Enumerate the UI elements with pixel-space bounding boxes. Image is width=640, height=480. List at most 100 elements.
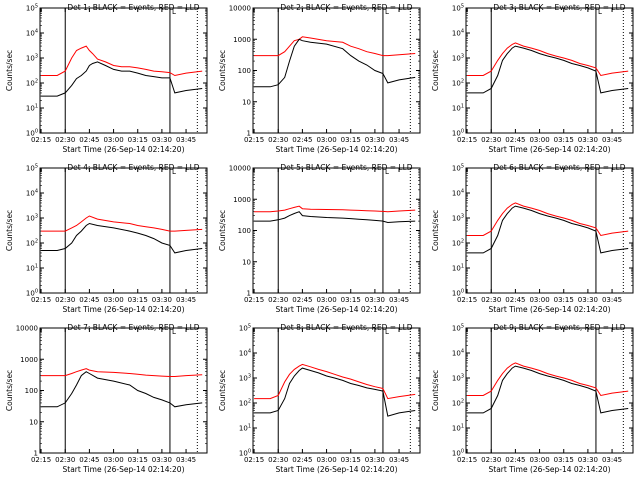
y-tick-label: 102 (26, 239, 38, 248)
chart-title: Det 6: BLACK = Events, RED = LLD (493, 163, 625, 172)
x-tick-label: 02:15 (457, 296, 477, 304)
y-axis-label: Counts/sec (5, 210, 14, 251)
x-tick-label: 03:30 (152, 296, 172, 304)
x-tick-label: 03:45 (602, 296, 622, 304)
corner-marker: L (172, 328, 176, 336)
x-tick-label: 03:00 (529, 136, 549, 144)
x-tick-label: 02:45 (505, 136, 525, 144)
series-lld-line (254, 363, 416, 400)
y-tick-label: 1 (34, 450, 38, 458)
x-tick-label: 02:45 (79, 456, 99, 464)
y-tick-label: 100 (452, 289, 464, 298)
series-lld-line (254, 36, 416, 57)
x-tick-label: 03:00 (529, 456, 549, 464)
series-lld-line (41, 215, 203, 232)
corner-marker: L (598, 8, 602, 16)
corner-marker: L (172, 168, 176, 176)
series-events-line (254, 38, 416, 88)
y-tick-label: 101 (26, 104, 38, 113)
x-axis-label: Start Time (26-Sep-14 02:14:20) (489, 305, 611, 314)
series-lld-line (467, 202, 629, 237)
y-tick-label: 100 (238, 227, 251, 235)
x-axis-label: Start Time (26-Sep-14 02:14:20) (276, 465, 398, 474)
y-tick-label: 10 (29, 418, 38, 426)
y-axis-label: Counts/sec (431, 370, 440, 411)
y-tick-label: 102 (452, 239, 464, 248)
x-tick-label: 03:45 (602, 136, 622, 144)
x-tick-label: 03:00 (316, 136, 336, 144)
detector-chart-8: 100 101 102 103 104 105 02:15 02:30 02:45 03:00 03… (218, 323, 421, 474)
y-tick-label: 101 (452, 264, 464, 273)
x-tick-label: 03:45 (389, 456, 409, 464)
y-tick-label: 1000 (233, 36, 251, 44)
plot-frame (465, 167, 634, 294)
y-tick-label: 103 (452, 374, 464, 383)
x-tick-label: 02:30 (268, 296, 288, 304)
corner-marker: L (172, 8, 176, 16)
x-tick-label: 03:15 (341, 456, 361, 464)
x-tick-label: 02:45 (292, 296, 312, 304)
series-events-line (254, 367, 416, 417)
x-axis-label: Start Time (26-Sep-14 02:14:20) (489, 465, 611, 474)
series-events-line (41, 371, 203, 408)
series-events-line (467, 365, 629, 414)
y-axis-label: Counts/sec (218, 210, 227, 251)
y-axis-label: Counts/sec (5, 50, 14, 91)
detector-chart-7: 1 10 100 1000 10000 02:15 02:30 02:45 03:00 03:15… (5, 323, 208, 474)
x-tick-label: 03:15 (554, 456, 574, 464)
x-tick-label: 03:30 (365, 296, 385, 304)
y-axis-label: Counts/sec (218, 50, 227, 91)
y-tick-label: 101 (452, 424, 464, 433)
x-tick-label: 03:00 (316, 296, 336, 304)
x-tick-label: 02:45 (505, 456, 525, 464)
x-tick-label: 03:00 (103, 456, 123, 464)
series-events-line (41, 222, 203, 254)
detector-chart-5: 1 10 100 1000 10000 02:15 02:30 02:45 03:00 03:15… (218, 163, 421, 314)
x-tick-label: 02:15 (31, 456, 51, 464)
series-events-line (467, 45, 629, 94)
x-tick-label: 02:15 (457, 136, 477, 144)
x-tick-label: 03:15 (128, 296, 148, 304)
y-axis-label: Counts/sec (218, 370, 227, 411)
y-tick-label: 102 (26, 79, 38, 88)
detector-chart-9: 100 101 102 103 104 105 02:15 02:30 02:45 03:00 03… (431, 323, 634, 474)
x-tick-label: 03:30 (152, 136, 172, 144)
chart-title: Det 8: BLACK = Events, RED = LLD (280, 323, 412, 332)
y-tick-label: 103 (26, 54, 38, 63)
y-tick-label: 102 (452, 79, 464, 88)
y-tick-label: 101 (452, 104, 464, 113)
y-tick-label: 10 (242, 258, 251, 266)
x-tick-label: 03:30 (152, 456, 172, 464)
x-tick-label: 02:30 (481, 456, 501, 464)
plot-frame (39, 7, 208, 134)
y-tick-label: 104 (452, 349, 464, 358)
x-tick-label: 03:45 (176, 456, 196, 464)
corner-marker: L (385, 8, 389, 16)
y-tick-label: 104 (452, 189, 464, 198)
x-tick-label: 03:15 (341, 136, 361, 144)
x-tick-label: 03:45 (176, 296, 196, 304)
x-tick-label: 02:45 (79, 136, 99, 144)
series-events-line (467, 205, 629, 254)
y-tick-label: 1000 (20, 356, 38, 364)
x-axis-label: Start Time (26-Sep-14 02:14:20) (276, 305, 398, 314)
y-tick-label: 10000 (229, 5, 251, 13)
detector-chart-2: 1 10 100 1000 10000 02:15 02:30 02:45 03:00 03:15… (218, 3, 421, 154)
y-tick-label: 1 (247, 290, 251, 298)
x-axis-label: Start Time (26-Sep-14 02:14:20) (276, 145, 398, 154)
chart-title: Det 9: BLACK = Events, RED = LLD (493, 323, 625, 332)
y-tick-label: 103 (239, 374, 251, 383)
y-tick-label: 105 (452, 4, 464, 13)
y-tick-label: 101 (239, 424, 251, 433)
y-tick-label: 100 (452, 129, 464, 138)
x-tick-label: 02:45 (292, 456, 312, 464)
y-axis-label: Counts/sec (431, 210, 440, 251)
y-tick-label: 105 (452, 164, 464, 173)
y-tick-label: 103 (452, 54, 464, 63)
y-tick-label: 100 (452, 449, 464, 458)
y-tick-label: 104 (26, 29, 38, 38)
detector-chart-1: 100 101 102 103 104 105 02:15 02:30 02:45 03:00 03… (5, 3, 208, 154)
x-tick-label: 02:45 (79, 296, 99, 304)
y-tick-label: 102 (239, 399, 251, 408)
